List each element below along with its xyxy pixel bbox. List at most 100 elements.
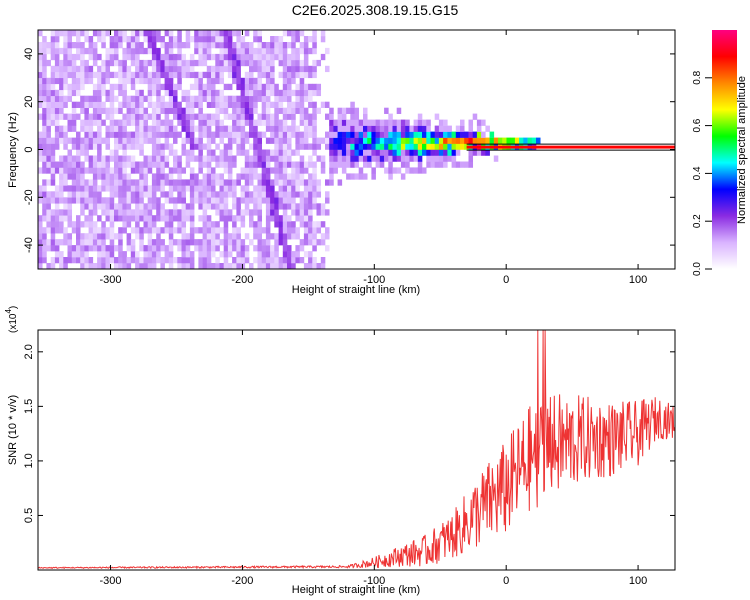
spectrogram-cell	[270, 179, 275, 186]
spectrogram-cell	[67, 233, 73, 240]
spectrogram-cell	[227, 131, 233, 138]
spectrogram-cell	[265, 107, 271, 114]
spectrogram-cell	[135, 113, 140, 120]
spectrogram-cell	[189, 65, 195, 73]
x-tick-label: 0	[503, 274, 509, 286]
spectrogram-cell	[63, 65, 68, 73]
spectrogram-cell	[211, 113, 216, 120]
spectrogram-cell	[194, 42, 199, 49]
spectrogram-cell	[371, 131, 376, 138]
spectrogram-cell	[156, 257, 161, 264]
spectrogram-cell	[253, 149, 258, 156]
spectrogram-cell	[181, 191, 187, 198]
spectrogram-cell	[80, 77, 85, 85]
spectrogram-cell	[59, 227, 64, 234]
spectrogram-cell	[422, 137, 427, 144]
spectrogram-cell	[97, 53, 102, 61]
spectrogram-cell	[164, 161, 170, 168]
spectrogram-cell	[227, 239, 233, 246]
spectrogram-cell	[350, 101, 355, 108]
spectrogram-cell	[308, 203, 313, 210]
spectrogram-cell	[173, 53, 178, 61]
spectrogram-cell	[249, 95, 254, 102]
spectrogram-cell	[185, 209, 191, 216]
spectrogram-cell	[126, 209, 132, 216]
spectrogram-cell	[50, 155, 56, 162]
spectrogram-cell	[261, 95, 267, 102]
spectrogram-cell	[135, 53, 140, 61]
spectrogram-cell	[181, 179, 187, 186]
spectrogram-cell	[59, 95, 64, 102]
spectrogram-cell	[489, 131, 495, 138]
spectrogram-cell	[396, 119, 402, 126]
spectrogram-cell	[147, 30, 153, 37]
spectrogram-cell	[291, 149, 296, 156]
spectrogram-cell	[282, 89, 288, 97]
spectrogram-cell	[198, 131, 203, 138]
spectrogram-cell	[151, 149, 157, 156]
spectrogram-cell	[122, 131, 127, 138]
spectrogram-cell	[147, 89, 153, 97]
spectrogram-cell	[139, 95, 144, 102]
spectrogram-cell	[282, 227, 288, 234]
spectrogram-cell	[265, 113, 271, 120]
spectrogram-cell	[219, 185, 225, 192]
spectrogram-cell	[46, 167, 51, 174]
spectrogram-cell	[50, 167, 56, 174]
spectrogram-cell	[80, 125, 85, 132]
spectrogram-cell	[270, 42, 275, 49]
spectrogram-cell	[287, 233, 292, 240]
spectrogram-cell	[299, 131, 305, 138]
spectrogram-cell	[396, 125, 402, 132]
spectrogram-cell	[232, 71, 237, 79]
spectrogram-cell	[42, 239, 47, 246]
spectrogram-cell	[320, 263, 326, 269]
spectrogram-cell	[114, 131, 119, 138]
spectrogram-cell	[215, 233, 220, 240]
spectrogram-cell	[130, 191, 136, 198]
spectrogram-cell	[101, 239, 106, 246]
spectrogram-cell	[227, 209, 233, 216]
spectrogram-cell	[181, 257, 187, 264]
spectrogram-cell	[367, 137, 372, 144]
spectrogram-cell	[341, 149, 347, 156]
spectrogram-cell	[67, 251, 73, 258]
spectrogram-cell	[384, 155, 389, 162]
spectrogram-cell	[341, 119, 347, 126]
spectrogram-cell	[46, 209, 51, 216]
spectrogram-cell	[295, 30, 300, 37]
spectrogram-cell	[173, 113, 178, 120]
spectrogram-cell	[181, 119, 187, 126]
spectrogram-cell	[363, 113, 368, 120]
spectrogram-cell	[215, 42, 220, 49]
spectrogram-cell	[211, 185, 216, 192]
spectrogram-cell	[354, 143, 360, 150]
spectrogram-cell	[375, 119, 381, 126]
spectrogram-cell	[278, 257, 284, 264]
spectrogram-cell	[177, 155, 182, 162]
spectrogram-cell	[287, 221, 292, 228]
spectrogram-cell	[135, 131, 140, 138]
spectrogram-cell	[219, 149, 225, 156]
spectrogram-cell	[147, 257, 153, 264]
spectrogram-cell	[63, 161, 68, 168]
spectrogram-cell	[80, 149, 85, 156]
spectrogram-cell	[38, 191, 43, 198]
spectrogram-cell	[447, 143, 452, 150]
spectrogram-cell	[105, 77, 111, 85]
spectrogram-cell	[249, 209, 254, 216]
spectrogram-cell	[151, 77, 157, 85]
spectrogram-cell	[249, 65, 254, 73]
spectrogram-cell	[303, 131, 309, 138]
spectrogram-cell	[189, 83, 195, 91]
spectrogram-cell	[160, 131, 165, 138]
spectrogram-cell	[97, 89, 102, 97]
spectrogram-cell	[76, 191, 81, 198]
spectrogram-cell	[206, 251, 212, 258]
spectrogram-cell	[396, 131, 402, 138]
spectrogram-cell	[54, 131, 60, 138]
spectrogram-cell	[443, 161, 448, 168]
spectrogram-cell	[46, 263, 51, 269]
spectrogram-cell	[135, 119, 140, 126]
spectrogram-cell	[50, 65, 56, 73]
